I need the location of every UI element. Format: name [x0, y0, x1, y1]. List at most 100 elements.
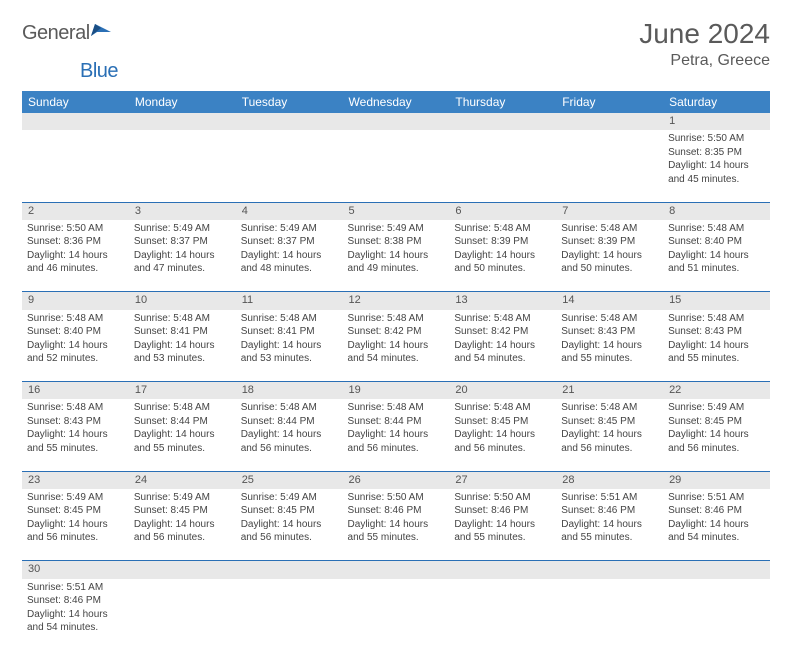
day-content-row: Sunrise: 5:48 AMSunset: 8:40 PMDaylight:… — [22, 310, 770, 382]
daylight-line: Daylight: 14 hours and 53 minutes. — [241, 339, 338, 366]
daylight-line: Daylight: 14 hours and 47 minutes. — [134, 249, 231, 276]
sunrise-line: Sunrise: 5:50 AM — [454, 491, 551, 505]
day-cell-inner: Sunrise: 5:51 AMSunset: 8:46 PMDaylight:… — [663, 489, 770, 561]
day-cell — [556, 579, 663, 651]
daylight-line: Daylight: 14 hours and 56 minutes. — [668, 428, 765, 455]
day-cell: Sunrise: 5:49 AMSunset: 8:45 PMDaylight:… — [22, 489, 129, 561]
day-cell-inner: Sunrise: 5:49 AMSunset: 8:45 PMDaylight:… — [22, 489, 129, 561]
weekday-header-row: Sunday Monday Tuesday Wednesday Thursday… — [22, 91, 770, 113]
day-cell-inner: Sunrise: 5:49 AMSunset: 8:45 PMDaylight:… — [236, 489, 343, 561]
day-cell-inner: Sunrise: 5:48 AMSunset: 8:44 PMDaylight:… — [343, 399, 450, 471]
day-cell-inner: Sunrise: 5:49 AMSunset: 8:37 PMDaylight:… — [129, 220, 236, 292]
sunset-line: Sunset: 8:41 PM — [134, 325, 231, 339]
day-number-cell: 24 — [129, 471, 236, 489]
sunrise-line: Sunrise: 5:51 AM — [561, 491, 658, 505]
daylight-line: Daylight: 14 hours and 50 minutes. — [454, 249, 551, 276]
sunrise-line: Sunrise: 5:49 AM — [134, 222, 231, 236]
day-cell-inner: Sunrise: 5:48 AMSunset: 8:40 PMDaylight:… — [22, 310, 129, 382]
day-cell: Sunrise: 5:48 AMSunset: 8:39 PMDaylight:… — [449, 220, 556, 292]
weekday-header: Thursday — [449, 91, 556, 113]
day-cell: Sunrise: 5:49 AMSunset: 8:38 PMDaylight:… — [343, 220, 450, 292]
day-number-row: 23242526272829 — [22, 471, 770, 489]
day-number-row: 30 — [22, 561, 770, 579]
day-number-cell: 17 — [129, 382, 236, 400]
day-number-cell: 6 — [449, 202, 556, 220]
day-cell-inner: Sunrise: 5:48 AMSunset: 8:39 PMDaylight:… — [556, 220, 663, 292]
sunrise-line: Sunrise: 5:48 AM — [134, 401, 231, 415]
day-number-cell: 22 — [663, 382, 770, 400]
day-cell-inner: Sunrise: 5:48 AMSunset: 8:42 PMDaylight:… — [449, 310, 556, 382]
sunrise-line: Sunrise: 5:49 AM — [241, 222, 338, 236]
weekday-header: Sunday — [22, 91, 129, 113]
day-number-cell: 14 — [556, 292, 663, 310]
daylight-line: Daylight: 14 hours and 55 minutes. — [561, 518, 658, 545]
day-cell: Sunrise: 5:48 AMSunset: 8:43 PMDaylight:… — [663, 310, 770, 382]
sunset-line: Sunset: 8:40 PM — [668, 235, 765, 249]
sunset-line: Sunset: 8:36 PM — [27, 235, 124, 249]
day-cell — [343, 579, 450, 651]
sunrise-line: Sunrise: 5:48 AM — [27, 312, 124, 326]
day-cell: Sunrise: 5:50 AMSunset: 8:46 PMDaylight:… — [449, 489, 556, 561]
sunset-line: Sunset: 8:46 PM — [27, 594, 124, 608]
day-cell — [129, 579, 236, 651]
day-cell — [343, 130, 450, 202]
day-number-row: 1 — [22, 113, 770, 130]
day-cell: Sunrise: 5:48 AMSunset: 8:42 PMDaylight:… — [449, 310, 556, 382]
day-cell — [236, 130, 343, 202]
daylight-line: Daylight: 14 hours and 50 minutes. — [561, 249, 658, 276]
day-cell — [556, 130, 663, 202]
day-number-cell: 4 — [236, 202, 343, 220]
day-cell-inner: Sunrise: 5:49 AMSunset: 8:38 PMDaylight:… — [343, 220, 450, 292]
day-cell: Sunrise: 5:48 AMSunset: 8:40 PMDaylight:… — [22, 310, 129, 382]
day-cell: Sunrise: 5:51 AMSunset: 8:46 PMDaylight:… — [663, 489, 770, 561]
day-cell: Sunrise: 5:48 AMSunset: 8:41 PMDaylight:… — [236, 310, 343, 382]
sunrise-line: Sunrise: 5:48 AM — [241, 312, 338, 326]
day-cell: Sunrise: 5:48 AMSunset: 8:44 PMDaylight:… — [129, 399, 236, 471]
sunrise-line: Sunrise: 5:49 AM — [134, 491, 231, 505]
day-cell-inner: Sunrise: 5:51 AMSunset: 8:46 PMDaylight:… — [22, 579, 129, 651]
sunrise-line: Sunrise: 5:51 AM — [27, 581, 124, 595]
sunrise-line: Sunrise: 5:48 AM — [348, 312, 445, 326]
day-cell: Sunrise: 5:48 AMSunset: 8:39 PMDaylight:… — [556, 220, 663, 292]
logo: General — [22, 22, 113, 45]
sunset-line: Sunset: 8:42 PM — [348, 325, 445, 339]
day-number-cell: 27 — [449, 471, 556, 489]
daylight-line: Daylight: 14 hours and 52 minutes. — [27, 339, 124, 366]
day-cell: Sunrise: 5:48 AMSunset: 8:41 PMDaylight:… — [129, 310, 236, 382]
day-number-cell: 9 — [22, 292, 129, 310]
day-content-row: Sunrise: 5:51 AMSunset: 8:46 PMDaylight:… — [22, 579, 770, 651]
sunset-line: Sunset: 8:45 PM — [134, 504, 231, 518]
day-number-cell — [236, 561, 343, 579]
day-cell: Sunrise: 5:49 AMSunset: 8:45 PMDaylight:… — [129, 489, 236, 561]
weekday-header: Friday — [556, 91, 663, 113]
sunset-line: Sunset: 8:42 PM — [454, 325, 551, 339]
day-cell: Sunrise: 5:51 AMSunset: 8:46 PMDaylight:… — [556, 489, 663, 561]
day-number-cell — [129, 113, 236, 130]
sunset-line: Sunset: 8:38 PM — [348, 235, 445, 249]
day-cell-inner: Sunrise: 5:50 AMSunset: 8:36 PMDaylight:… — [22, 220, 129, 292]
calendar-page: General June 2024 Petra, Greece Blue Sun… — [0, 0, 792, 651]
daylight-line: Daylight: 14 hours and 48 minutes. — [241, 249, 338, 276]
day-cell: Sunrise: 5:49 AMSunset: 8:37 PMDaylight:… — [129, 220, 236, 292]
day-cell: Sunrise: 5:48 AMSunset: 8:43 PMDaylight:… — [22, 399, 129, 471]
sunrise-line: Sunrise: 5:48 AM — [561, 312, 658, 326]
sunset-line: Sunset: 8:46 PM — [561, 504, 658, 518]
daylight-line: Daylight: 14 hours and 56 minutes. — [348, 428, 445, 455]
day-number-cell — [663, 561, 770, 579]
daylight-line: Daylight: 14 hours and 56 minutes. — [454, 428, 551, 455]
day-number-cell — [449, 113, 556, 130]
flag-icon — [91, 22, 113, 43]
day-cell — [663, 579, 770, 651]
day-cell-inner: Sunrise: 5:49 AMSunset: 8:45 PMDaylight:… — [129, 489, 236, 561]
day-cell-inner: Sunrise: 5:49 AMSunset: 8:37 PMDaylight:… — [236, 220, 343, 292]
day-cell-inner: Sunrise: 5:51 AMSunset: 8:46 PMDaylight:… — [556, 489, 663, 561]
day-cell-inner: Sunrise: 5:48 AMSunset: 8:41 PMDaylight:… — [236, 310, 343, 382]
day-content-row: Sunrise: 5:49 AMSunset: 8:45 PM Daylight:… — [22, 489, 770, 561]
daylight-line: Daylight: 14 hours and 55 minutes. — [348, 518, 445, 545]
sunrise-line: Sunrise: 5:51 AM — [668, 491, 765, 505]
day-cell: Sunrise: 5:48 AMSunset: 8:40 PMDaylight:… — [663, 220, 770, 292]
day-cell — [236, 579, 343, 651]
sunset-line: Sunset: 8:37 PM — [134, 235, 231, 249]
daylight-line: Daylight: 14 hours and 54 minutes. — [454, 339, 551, 366]
day-cell-inner: Sunrise: 5:48 AMSunset: 8:43 PMDaylight:… — [22, 399, 129, 471]
